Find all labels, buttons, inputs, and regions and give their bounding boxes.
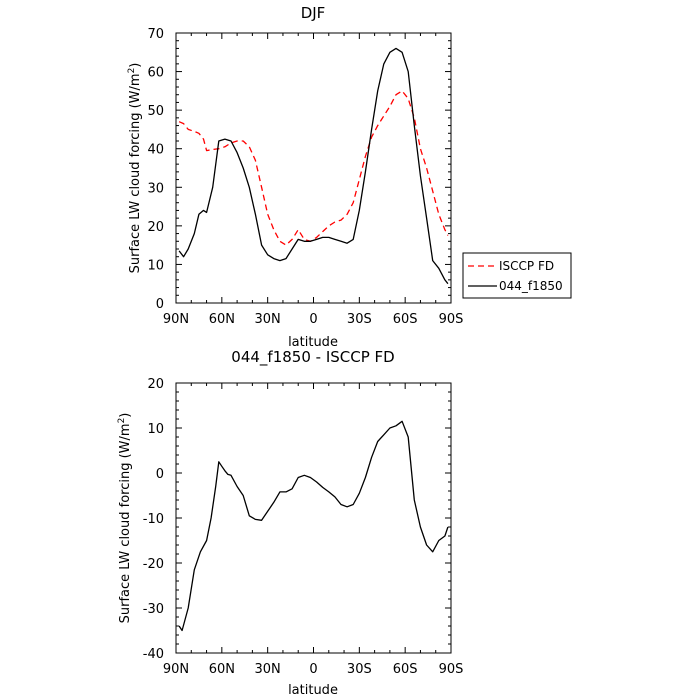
y-tick-label: 30 [147,181,164,196]
x-tick-label: 0 [309,662,317,677]
y-tick-label: 70 [147,27,164,42]
y-tick-label: -10 [143,512,164,527]
djf-legend: ISCCP FD 044_f1850 [462,252,572,299]
y-tick-label: 0 [156,297,164,312]
x-tick-label: 60S [393,312,418,327]
djf-y-tick-labels: 0 10 20 30 40 50 60 70 [147,27,164,312]
y-tick-label: -40 [143,647,164,662]
difference-plot-frame [175,382,452,654]
y-tick-label: 20 [147,377,164,392]
difference-series-group [178,420,449,632]
x-tick-label: 90S [439,312,464,327]
legend-label-044-f1850: 044_f1850 [499,279,563,293]
y-tick-label: 40 [147,143,164,158]
difference-tick-marks [175,382,452,654]
djf-x-axis-label: latitude [288,335,338,350]
x-tick-label: 90S [439,662,464,677]
djf-panel: DJF 90N 60N 30N 0 30S 60S 90S 010203040506070 … [127,4,572,350]
difference-y-tick-labels: -40 -30 -20 -10 0 10 20 [143,377,164,662]
y-tick-label: 20 [147,220,164,235]
djf-line-044-f1850 [178,47,449,285]
difference-x-axis-label: latitude [288,683,338,698]
difference-line-series-0 [178,420,449,632]
difference-title: 044_f1850 - ISCCP FD [231,348,394,367]
y-tick-label: -30 [143,602,164,617]
y-tick-label: -20 [143,557,164,572]
x-tick-label: 0 [309,312,317,327]
djf-line-isccp-fd [178,90,449,246]
djf-y-axis-label: Surface LW cloud forcing (W/m2) [127,63,143,274]
djf-tick-marks [175,32,452,304]
difference-x-tick-labels: 90N 60N 30N 0 30S 60S 90S [163,662,464,677]
x-tick-label: 30N [255,312,281,327]
y-tick-label: 0 [156,467,164,482]
djf-x-tick-labels: 90N 60N 30N 0 30S 60S 90S [163,312,464,327]
x-tick-label: 90N [163,312,189,327]
difference-y-axis-label: Surface LW cloud forcing (W/m2) [117,413,133,624]
x-tick-label: 30N [255,662,281,677]
legend-label-isccp-fd: ISCCP FD [499,259,554,273]
djf-title: DJF [301,4,326,22]
x-tick-label: 60N [209,312,235,327]
x-tick-label: 60N [209,662,235,677]
difference-panel: 044_f1850 - ISCCP FD 90N 60N 30N 0 30S 60S 90S… [117,348,463,698]
y-tick-label: 60 [147,66,164,81]
djf-plot-frame [175,32,452,304]
legend-box [462,252,572,299]
djf-series-group [178,47,449,285]
y-tick-label: 10 [147,258,164,273]
x-tick-label: 90N [163,662,189,677]
y-tick-label: 10 [147,422,164,437]
x-tick-label: 60S [393,662,418,677]
x-tick-label: 30S [347,662,372,677]
x-tick-label: 30S [347,312,372,327]
y-tick-label: 50 [147,104,164,119]
